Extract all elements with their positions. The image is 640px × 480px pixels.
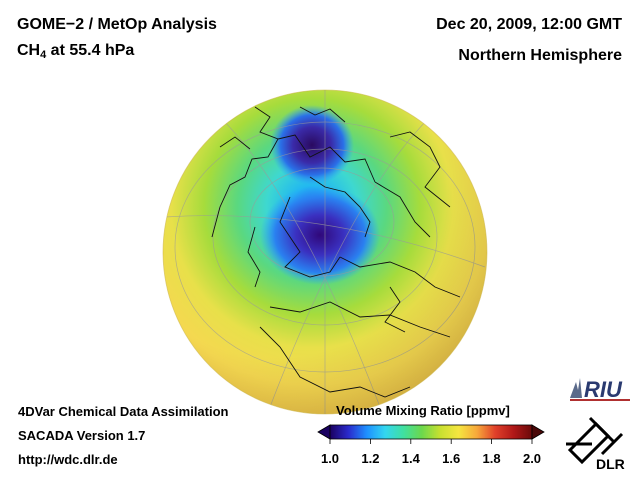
hemisphere-map — [162, 89, 488, 415]
footer-url-link[interactable]: http://wdc.dlr.de — [18, 452, 118, 467]
colorbar: Volume Mixing Ratio [ppmv] 1.0 1.2 1.4 1.6 1… — [316, 400, 546, 470]
pressure-level: at 55.4 hPa — [46, 42, 135, 59]
colorbar-tick-label: 1.8 — [482, 451, 501, 466]
colorbar-tick-label: 1.0 — [320, 451, 340, 466]
species-name: CH — [17, 42, 41, 59]
colorbar-tick-label: 1.6 — [442, 451, 461, 466]
riu-logo-text: RIU — [584, 377, 623, 402]
colorbar-tick-label: 2.0 — [522, 451, 542, 466]
species-level-label: CH4 at 55.4 hPa — [17, 42, 134, 61]
footer-line-1: 4DVar Chemical Data Assimilation — [18, 404, 229, 419]
colorbar-title: Volume Mixing Ratio [ppmv] — [336, 403, 510, 418]
colorbar-tick-label: 1.2 — [361, 451, 380, 466]
dlr-logo-text: DLR — [596, 456, 625, 472]
colorbar-gradient — [317, 424, 545, 444]
colorbar-tick-label: 1.4 — [401, 451, 420, 466]
dlr-logo: DLR — [566, 416, 625, 472]
riu-logo: RIU — [570, 377, 630, 402]
species-subscript: 4 — [40, 49, 47, 61]
datetime-label: Dec 20, 2009, 12:00 GMT — [436, 16, 622, 33]
map-title: GOME−2 / MetOp Analysis — [17, 16, 217, 33]
region-label: Northern Hemisphere — [458, 47, 622, 64]
footer-line-2: SACADA Version 1.7 — [18, 428, 146, 443]
